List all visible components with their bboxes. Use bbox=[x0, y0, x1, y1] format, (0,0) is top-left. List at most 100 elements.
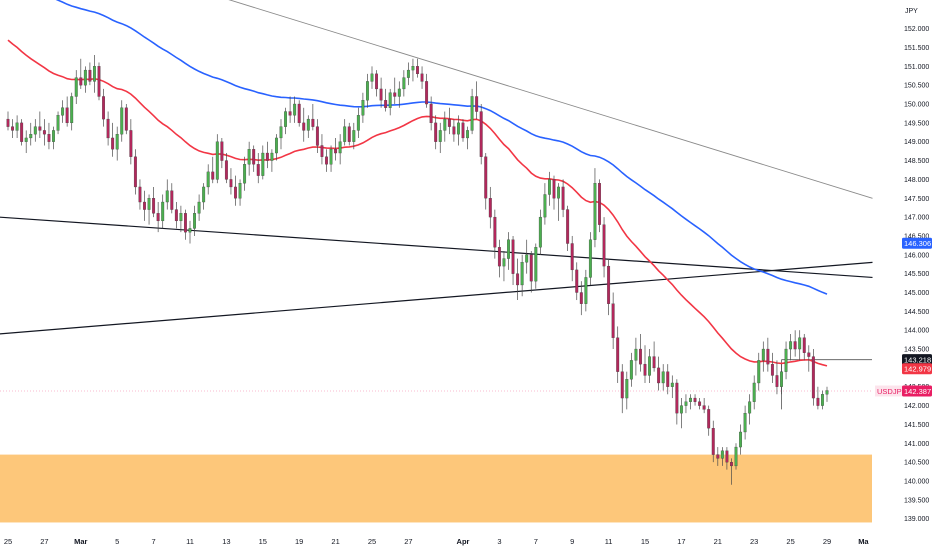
candle[interactable] bbox=[234, 175, 237, 206]
candle[interactable] bbox=[252, 145, 256, 172]
candle[interactable] bbox=[543, 183, 547, 225]
candle[interactable] bbox=[284, 107, 287, 135]
candle[interactable] bbox=[388, 88, 392, 116]
candle[interactable] bbox=[743, 405, 747, 440]
candle[interactable] bbox=[716, 447, 720, 466]
candle[interactable] bbox=[147, 194, 151, 225]
trendline-layer[interactable] bbox=[0, 0, 873, 410]
candle[interactable] bbox=[179, 205, 183, 233]
candle[interactable] bbox=[11, 119, 14, 138]
candle[interactable] bbox=[156, 202, 160, 233]
candle[interactable] bbox=[33, 119, 37, 142]
candle[interactable] bbox=[770, 352, 774, 383]
candle[interactable] bbox=[274, 134, 278, 161]
candle[interactable] bbox=[816, 386, 820, 410]
candle[interactable] bbox=[493, 209, 497, 259]
candle[interactable] bbox=[165, 179, 169, 210]
candle[interactable] bbox=[425, 73, 429, 108]
candle[interactable] bbox=[470, 88, 474, 135]
candle[interactable] bbox=[607, 258, 611, 316]
candle[interactable] bbox=[666, 364, 670, 395]
candle[interactable] bbox=[570, 235, 574, 282]
candle[interactable] bbox=[334, 137, 338, 161]
candle[interactable] bbox=[557, 183, 560, 221]
candle[interactable] bbox=[761, 341, 765, 372]
candle[interactable] bbox=[74, 70, 78, 105]
ascending-trendline[interactable] bbox=[0, 261, 873, 335]
candle[interactable] bbox=[602, 217, 606, 278]
candle[interactable] bbox=[375, 70, 378, 97]
candle[interactable] bbox=[420, 66, 424, 89]
candle[interactable] bbox=[529, 251, 533, 293]
candle[interactable] bbox=[152, 186, 156, 218]
candle[interactable] bbox=[566, 205, 570, 252]
candle[interactable] bbox=[775, 360, 779, 395]
candle[interactable] bbox=[365, 73, 369, 108]
candle[interactable] bbox=[416, 58, 419, 78]
candle[interactable] bbox=[88, 62, 92, 86]
candle[interactable] bbox=[548, 171, 551, 206]
candle[interactable] bbox=[821, 390, 824, 410]
candle[interactable] bbox=[484, 153, 488, 210]
candle[interactable] bbox=[220, 137, 224, 169]
candle[interactable] bbox=[393, 77, 397, 105]
candle[interactable] bbox=[657, 356, 661, 391]
candle[interactable] bbox=[456, 115, 460, 146]
candle[interactable] bbox=[798, 330, 802, 361]
candle[interactable] bbox=[648, 349, 651, 383]
candle[interactable] bbox=[329, 145, 333, 172]
candle[interactable] bbox=[297, 100, 301, 127]
candle[interactable] bbox=[370, 66, 374, 89]
candle[interactable] bbox=[661, 364, 665, 391]
candle[interactable] bbox=[293, 96, 297, 123]
candle[interactable] bbox=[224, 153, 228, 184]
candle[interactable] bbox=[65, 96, 69, 127]
candle[interactable] bbox=[579, 281, 583, 316]
candle[interactable] bbox=[83, 66, 87, 93]
candle[interactable] bbox=[111, 122, 115, 157]
candle[interactable] bbox=[639, 333, 642, 372]
candle[interactable] bbox=[675, 379, 679, 425]
candle[interactable] bbox=[711, 420, 715, 463]
candle[interactable] bbox=[784, 341, 788, 380]
candle[interactable] bbox=[406, 62, 410, 86]
candle[interactable] bbox=[629, 352, 633, 387]
candle[interactable] bbox=[598, 179, 601, 233]
candle[interactable] bbox=[161, 194, 165, 229]
candle[interactable] bbox=[52, 126, 55, 150]
candle[interactable] bbox=[6, 111, 10, 131]
candle[interactable] bbox=[620, 364, 624, 414]
candle[interactable] bbox=[183, 209, 187, 240]
candle[interactable] bbox=[320, 134, 324, 165]
candle[interactable] bbox=[757, 352, 761, 391]
candle[interactable] bbox=[133, 149, 137, 195]
candle[interactable] bbox=[261, 145, 265, 180]
candle[interactable] bbox=[507, 232, 510, 270]
candle[interactable] bbox=[670, 375, 674, 399]
candle[interactable] bbox=[534, 243, 538, 289]
candle[interactable] bbox=[811, 349, 815, 406]
candle[interactable] bbox=[502, 251, 506, 282]
candle[interactable] bbox=[20, 119, 24, 146]
candle[interactable] bbox=[347, 122, 351, 146]
candle[interactable] bbox=[625, 371, 629, 410]
candle[interactable] bbox=[338, 134, 342, 165]
candle[interactable] bbox=[679, 398, 683, 429]
candle[interactable] bbox=[443, 111, 447, 142]
candle[interactable] bbox=[24, 130, 28, 154]
candle[interactable] bbox=[79, 58, 83, 89]
candle[interactable] bbox=[825, 386, 829, 402]
candle[interactable] bbox=[511, 235, 515, 285]
candle[interactable] bbox=[411, 58, 415, 82]
candle[interactable] bbox=[575, 262, 579, 301]
candle[interactable] bbox=[497, 239, 501, 278]
candle[interactable] bbox=[684, 394, 688, 414]
candle[interactable] bbox=[698, 398, 702, 410]
candle[interactable] bbox=[643, 345, 647, 383]
candle[interactable] bbox=[361, 92, 365, 123]
candle[interactable] bbox=[61, 100, 65, 123]
candle[interactable] bbox=[611, 292, 615, 350]
candle[interactable] bbox=[302, 107, 306, 142]
candle[interactable] bbox=[93, 55, 96, 93]
